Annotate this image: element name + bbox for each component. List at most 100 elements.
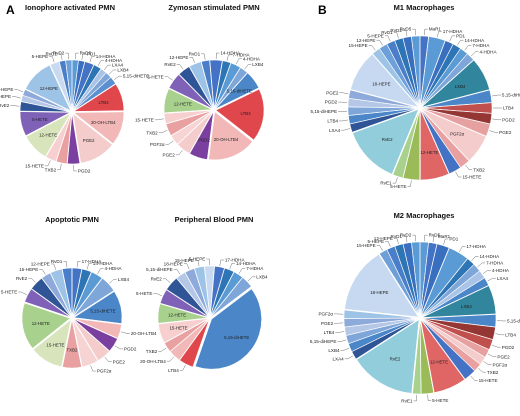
- leader-line: [488, 353, 497, 357]
- pie-slice: [62, 319, 82, 369]
- leader-line: [492, 118, 502, 120]
- pie-slice: [73, 77, 116, 111]
- slice-label: PGF2α: [318, 312, 333, 317]
- leader-line: [487, 278, 496, 282]
- slice-label: LXB4: [117, 68, 129, 73]
- leader-line: [443, 238, 449, 245]
- slice-label: 17-HDHA: [82, 259, 103, 264]
- leader-line: [376, 245, 383, 251]
- leader-line: [201, 53, 206, 60]
- pie-slice: [420, 247, 468, 317]
- leader-line: [63, 261, 68, 268]
- slice-label: RvD1: [391, 234, 403, 239]
- pie-slice: [421, 319, 481, 372]
- pie-slice: [421, 89, 493, 108]
- leader-line: [90, 365, 96, 372]
- pie-slice: [420, 243, 450, 317]
- leader-line: [495, 333, 505, 336]
- slice-label: 17-HDHA: [466, 244, 487, 249]
- pie-slice: [420, 36, 446, 107]
- slice-label: 5-HETE: [390, 184, 406, 189]
- pie-slice: [421, 59, 490, 108]
- pie-slice: [209, 59, 223, 109]
- leader-line: [341, 128, 350, 131]
- leader-line: [449, 35, 456, 42]
- leader-line: [471, 256, 479, 261]
- pie-slice: [421, 318, 494, 350]
- slice-label: 18-HEPE: [372, 82, 390, 87]
- pie-slice: [420, 319, 465, 393]
- pie-slice: [204, 265, 215, 317]
- pie-slice: [412, 319, 422, 395]
- pie-slice: [163, 110, 213, 124]
- leader-line: [97, 60, 104, 66]
- leader-line: [483, 361, 492, 365]
- slice-label: 12-HETE: [32, 321, 50, 326]
- pie-slice: [392, 109, 420, 179]
- pie-slice: [31, 277, 71, 317]
- slice-label: LTB4: [327, 119, 338, 124]
- leader-line: [392, 177, 398, 184]
- slice-label: 7-HDHA: [232, 52, 250, 57]
- leader-line: [393, 238, 399, 245]
- slice-label: RvE2: [390, 356, 401, 361]
- pie-slice: [421, 108, 493, 125]
- chart-title: Zymosan stimulated PMN: [168, 3, 259, 12]
- leader-line: [44, 160, 51, 167]
- pie-slice: [350, 53, 420, 108]
- pie-slice: [73, 68, 107, 111]
- slice-label: 18-HEPE: [370, 290, 388, 295]
- pie-slice: [72, 319, 99, 368]
- pie-slice: [344, 254, 419, 318]
- slice-label: PGD2: [78, 169, 91, 174]
- leader-line: [18, 291, 27, 295]
- leader-line: [173, 269, 181, 275]
- slice-label: PGE2: [113, 359, 126, 364]
- slice-label: 7-HDHA: [486, 261, 504, 266]
- pie-slice: [189, 61, 214, 109]
- leader-line: [437, 31, 442, 38]
- slice-label: 12-HETE: [420, 150, 438, 155]
- slice-label: 5-HETE: [432, 398, 448, 403]
- pie-slice: [421, 318, 496, 340]
- slice-label: 14-HDHA: [465, 38, 486, 43]
- slice-label: 4-HDHA: [105, 266, 123, 271]
- slice-label: 14-HDHA: [236, 261, 257, 266]
- leader-line: [97, 268, 104, 274]
- slice-label: 5,15-diHETE: [90, 308, 115, 313]
- pie-slice: [24, 288, 71, 318]
- pie-slice: [166, 278, 209, 317]
- slice-label: RvE2: [164, 62, 176, 67]
- slice-label: 15-HETE: [25, 163, 44, 168]
- slice-label: RvE2: [0, 103, 10, 108]
- leader-line: [158, 347, 167, 352]
- pie-slice: [343, 309, 419, 319]
- slice-label: 5-HEPE: [32, 54, 49, 59]
- leader-line: [477, 262, 486, 268]
- leader-line: [403, 236, 408, 243]
- slice-label: 7-HDHA: [246, 266, 264, 271]
- leader-line: [229, 263, 235, 269]
- slice-label: 12-HETE: [39, 132, 57, 137]
- leader-line: [183, 263, 190, 270]
- leader-line: [368, 45, 376, 51]
- slice-label: 17-HDHA: [443, 29, 464, 34]
- leader-line: [73, 164, 77, 172]
- slice-label: RvD1: [51, 259, 63, 264]
- pie-chart-peripheral-blood: Peripheral Blood PMN 17-HDHA14-HDHA7-HDH…: [136, 215, 268, 373]
- slice-label: 5-HETE: [136, 291, 152, 296]
- leader-line: [14, 89, 24, 93]
- leader-line: [104, 356, 112, 362]
- slice-label: RvD5: [80, 51, 92, 56]
- leader-line: [459, 246, 466, 252]
- slice-label: LTB4: [168, 368, 179, 373]
- pie-slice: [157, 303, 209, 324]
- leader-line: [49, 56, 55, 63]
- pie-chart-m1-macrophages: M1 Macrophages MaR1 17-HDHAPD114-HDHA7-HD…: [311, 3, 520, 189]
- leader-line: [65, 52, 69, 60]
- pie-slice: [214, 60, 231, 109]
- slice-label: 15-HETE: [169, 325, 187, 330]
- pie-slice: [164, 318, 209, 352]
